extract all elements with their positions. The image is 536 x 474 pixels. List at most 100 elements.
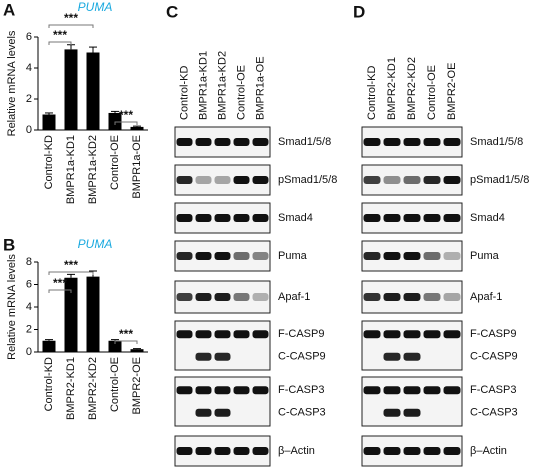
- band: [214, 176, 231, 184]
- band: [363, 330, 381, 339]
- lane-label: BMPR2-KD2: [406, 57, 418, 120]
- band: [423, 447, 441, 455]
- band: [403, 330, 421, 339]
- lane-label: Control-KD: [178, 66, 190, 120]
- band: [443, 447, 461, 455]
- band: [252, 252, 269, 260]
- band: [383, 330, 401, 339]
- band: [252, 176, 269, 184]
- band: [383, 386, 401, 395]
- band: [195, 176, 212, 184]
- band: [443, 330, 461, 339]
- significance-label: ***: [64, 258, 78, 272]
- bar: [86, 52, 100, 130]
- band: [383, 352, 401, 361]
- lane-label: BMPR1a-OE: [254, 56, 266, 120]
- band: [233, 293, 250, 301]
- band: [233, 214, 250, 222]
- band: [214, 293, 231, 301]
- band: [195, 352, 212, 361]
- y-tick-label: 0: [26, 346, 32, 358]
- error-bar: [133, 125, 141, 127]
- blot-label: F-CASP9: [278, 328, 324, 340]
- panel-letter: B: [3, 235, 15, 254]
- lane-label: BMPR2-OE: [446, 63, 458, 120]
- y-tick-label: 8: [26, 256, 32, 268]
- y-tick-label: 6: [26, 31, 32, 43]
- error-bar: [45, 112, 53, 115]
- band: [423, 214, 441, 222]
- y-tick-label: 4: [26, 301, 32, 313]
- band: [423, 138, 441, 146]
- band: [195, 330, 212, 339]
- significance-bracket: [48, 289, 72, 293]
- y-tick-label: 6: [26, 278, 32, 290]
- blot-label: F-CASP3: [470, 384, 516, 396]
- band: [252, 293, 269, 301]
- x-tick-label: Control-OE: [109, 357, 121, 412]
- band: [214, 330, 231, 339]
- band: [423, 176, 441, 184]
- panel-letter: D: [353, 2, 365, 21]
- band: [383, 408, 401, 417]
- band: [233, 386, 250, 395]
- bar: [64, 277, 78, 352]
- bar: [42, 114, 56, 130]
- significance-bracket: [48, 24, 94, 28]
- band: [403, 352, 421, 361]
- band: [176, 138, 193, 146]
- band: [252, 138, 269, 146]
- band: [403, 138, 421, 146]
- band: [214, 138, 231, 146]
- x-tick-label: Control-OE: [109, 135, 121, 190]
- bar: [42, 340, 56, 352]
- blot-frame: [174, 320, 271, 371]
- bar: [108, 340, 122, 352]
- blot-label: Smad1/5/8: [470, 136, 523, 148]
- blot-label: Apaf-1: [278, 291, 310, 303]
- x-tick-label: Control-KD: [43, 135, 55, 189]
- bar: [108, 112, 122, 130]
- band: [423, 293, 441, 301]
- band: [383, 138, 401, 146]
- band: [195, 214, 212, 222]
- y-tick-label: 0: [26, 124, 32, 136]
- band: [363, 293, 381, 301]
- blot-label: C-CASP3: [470, 407, 518, 419]
- band: [443, 176, 461, 184]
- significance-bracket: [114, 121, 138, 125]
- lane-label: Control-OE: [235, 65, 247, 120]
- panel-letter: C: [166, 2, 178, 21]
- band: [403, 386, 421, 395]
- band: [403, 293, 421, 301]
- band: [195, 138, 212, 146]
- error-bar: [111, 110, 119, 113]
- band: [176, 386, 193, 395]
- blot-label: Smad1/5/8: [278, 136, 331, 148]
- band: [443, 252, 461, 260]
- blot-label: pSmad1/5/8: [470, 174, 529, 186]
- x-tick-label: BMPR2-KD2: [87, 357, 99, 420]
- band: [176, 214, 193, 222]
- error-bar: [133, 348, 141, 350]
- blot-label: β–Actin: [470, 445, 507, 457]
- band: [233, 252, 250, 260]
- significance-bracket: [48, 271, 94, 275]
- band: [214, 352, 231, 361]
- error-bar: [67, 273, 75, 278]
- band: [363, 176, 381, 184]
- y-axis-label: Relative mRNA levels: [6, 30, 18, 136]
- band: [195, 252, 212, 260]
- band: [233, 330, 250, 339]
- error-bar: [89, 46, 97, 53]
- band: [443, 386, 461, 395]
- band: [363, 386, 381, 395]
- blot-label: F-CASP3: [278, 384, 324, 396]
- blot-label: Smad4: [470, 212, 505, 224]
- band: [423, 252, 441, 260]
- band: [252, 386, 269, 395]
- error-bar: [45, 339, 53, 341]
- band: [176, 252, 193, 260]
- band: [176, 330, 193, 339]
